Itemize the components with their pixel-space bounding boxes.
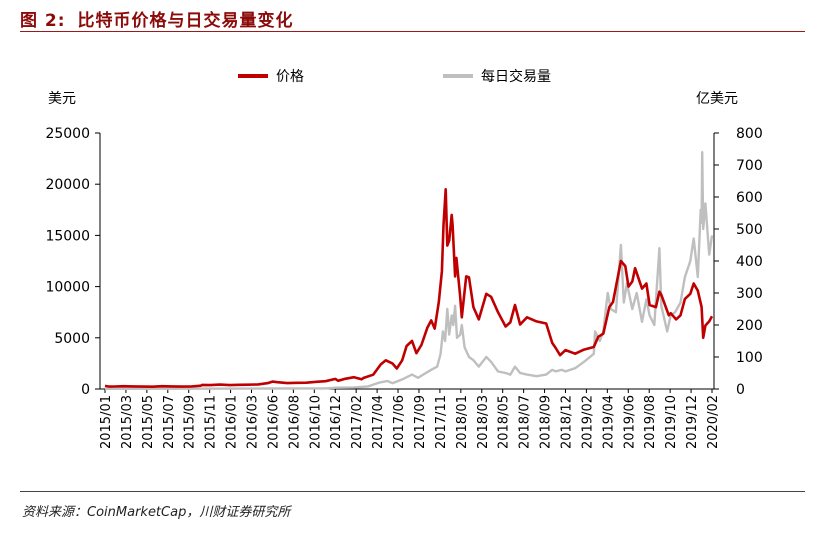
- x-tick-label: 2018/09: [539, 395, 554, 449]
- x-tick-label: 2019/12: [685, 395, 700, 449]
- legend-volume-label: 每日交易量: [481, 68, 551, 85]
- volume-line: [104, 150, 714, 390]
- x-tick-label: 2019/02: [580, 395, 595, 449]
- x-tick-label: 2017/04: [371, 395, 386, 449]
- x-tick-label: 2018/03: [476, 395, 491, 449]
- right-tick-label: 500: [736, 222, 763, 238]
- x-tick-label: 2019/08: [643, 395, 658, 449]
- left-tick-label: 0: [81, 382, 90, 398]
- x-tick-label: 2015/11: [204, 395, 219, 449]
- x-tick-label: 2017/02: [350, 395, 365, 449]
- left-tick-label: 15000: [45, 228, 90, 244]
- x-tick-label: 2018/01: [455, 395, 470, 449]
- left-tick-label: 25000: [45, 126, 90, 142]
- figure-number: 图 2:: [20, 11, 66, 31]
- left-tick-label: 10000: [45, 280, 90, 296]
- x-tick-label: 2015/01: [99, 395, 114, 449]
- x-tick-label: 2017/06: [392, 395, 407, 449]
- bottom-rule: [20, 491, 805, 492]
- figure-title-text: 比特币价格与日交易量变化: [77, 11, 294, 31]
- figure-title: 图 2: 比特币价格与日交易量变化: [20, 6, 294, 31]
- x-tick-label: 2016/08: [287, 395, 302, 449]
- x-tick-label: 2019/04: [601, 395, 616, 449]
- right-axis-unit: 亿美元: [696, 91, 738, 107]
- price-series: [104, 188, 714, 389]
- price-line: [104, 188, 714, 389]
- x-tick-label: 2016/10: [308, 395, 323, 449]
- x-tick-label: 2017/09: [413, 395, 428, 449]
- x-tick-label: 2016/01: [225, 395, 240, 449]
- left-axis-unit: 美元: [48, 91, 76, 107]
- right-tick-label: 700: [736, 158, 763, 174]
- x-tick-label: 2018/12: [559, 395, 574, 449]
- right-tick-label: 300: [736, 286, 763, 302]
- x-tick-label: 2018/05: [497, 395, 512, 449]
- right-tick-label: 600: [736, 190, 763, 206]
- right-tick-label: 0: [736, 382, 745, 398]
- source-note: 资料来源：CoinMarketCap，川财证券研究所: [22, 505, 291, 520]
- x-tick-label: 2015/09: [183, 395, 198, 449]
- x-tick-label: 2016/06: [266, 395, 281, 449]
- x-tick-label: 2017/11: [434, 395, 449, 449]
- right-tick-label: 100: [736, 350, 763, 366]
- x-tick-label: 2015/05: [141, 395, 156, 449]
- chart-axes: 0 5000 10000 15000 20000 25000 0 100 200 300 400 50…: [45, 91, 762, 449]
- title-rule: [20, 31, 805, 32]
- price-volume-chart: 0 5000 10000 15000 20000 25000 0 100 200 300 400 50…: [45, 68, 762, 449]
- x-tick-label: 2016/12: [329, 395, 344, 449]
- x-tick-label: 2019/10: [664, 395, 679, 449]
- left-tick-label: 20000: [45, 177, 90, 193]
- chart-legend: 价格 每日交易量: [238, 68, 551, 85]
- x-tick-label: 2018/07: [518, 395, 533, 449]
- left-tick-label: 5000: [54, 331, 90, 347]
- volume-series: [104, 150, 714, 390]
- x-tick-label: 2020/02: [706, 395, 721, 449]
- legend-price-label: 价格: [276, 69, 304, 85]
- x-tick-label: 2016/03: [246, 395, 261, 449]
- right-tick-label: 400: [736, 254, 763, 270]
- x-tick-label: 2019/06: [622, 395, 637, 449]
- x-tick-label: 2015/03: [120, 395, 135, 449]
- right-tick-label: 200: [736, 318, 763, 334]
- right-tick-label: 800: [736, 126, 763, 142]
- x-tick-label: 2015/07: [162, 395, 177, 449]
